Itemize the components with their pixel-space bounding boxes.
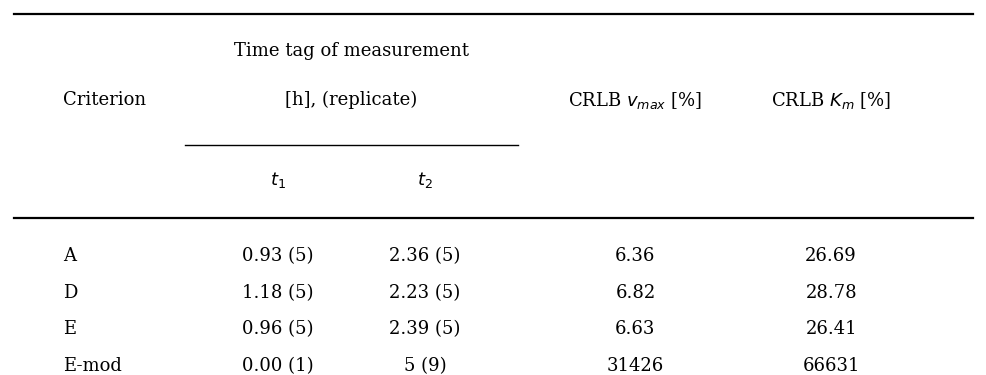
Text: 0.00 (1): 0.00 (1) bbox=[243, 357, 314, 375]
Text: 2.23 (5): 2.23 (5) bbox=[388, 284, 460, 302]
Text: 2.39 (5): 2.39 (5) bbox=[388, 320, 460, 338]
Text: CRLB $\mathit{K}_{m}$ [%]: CRLB $\mathit{K}_{m}$ [%] bbox=[770, 90, 890, 111]
Text: Criterion: Criterion bbox=[63, 92, 146, 110]
Text: 6.63: 6.63 bbox=[614, 320, 655, 338]
Text: E: E bbox=[63, 320, 76, 338]
Text: 6.82: 6.82 bbox=[614, 284, 655, 302]
Text: CRLB $\mathit{v}_{max}$ [%]: CRLB $\mathit{v}_{max}$ [%] bbox=[568, 90, 702, 111]
Text: 31426: 31426 bbox=[606, 357, 664, 375]
Text: A: A bbox=[63, 247, 76, 265]
Text: 26.41: 26.41 bbox=[805, 320, 856, 338]
Text: 66631: 66631 bbox=[802, 357, 859, 375]
Text: $t_2$: $t_2$ bbox=[417, 170, 433, 190]
Text: 6.36: 6.36 bbox=[614, 247, 655, 265]
Text: 0.93 (5): 0.93 (5) bbox=[243, 247, 314, 265]
Text: 5 (9): 5 (9) bbox=[403, 357, 446, 375]
Text: $t_1$: $t_1$ bbox=[270, 170, 286, 190]
Text: E-mod: E-mod bbox=[63, 357, 121, 375]
Text: D: D bbox=[63, 284, 77, 302]
Text: 2.36 (5): 2.36 (5) bbox=[388, 247, 460, 265]
Text: 28.78: 28.78 bbox=[805, 284, 856, 302]
Text: 26.69: 26.69 bbox=[805, 247, 856, 265]
Text: Time tag of measurement: Time tag of measurement bbox=[234, 42, 468, 60]
Text: 1.18 (5): 1.18 (5) bbox=[243, 284, 314, 302]
Text: [h], (replicate): [h], (replicate) bbox=[285, 91, 417, 110]
Text: 0.96 (5): 0.96 (5) bbox=[243, 320, 314, 338]
